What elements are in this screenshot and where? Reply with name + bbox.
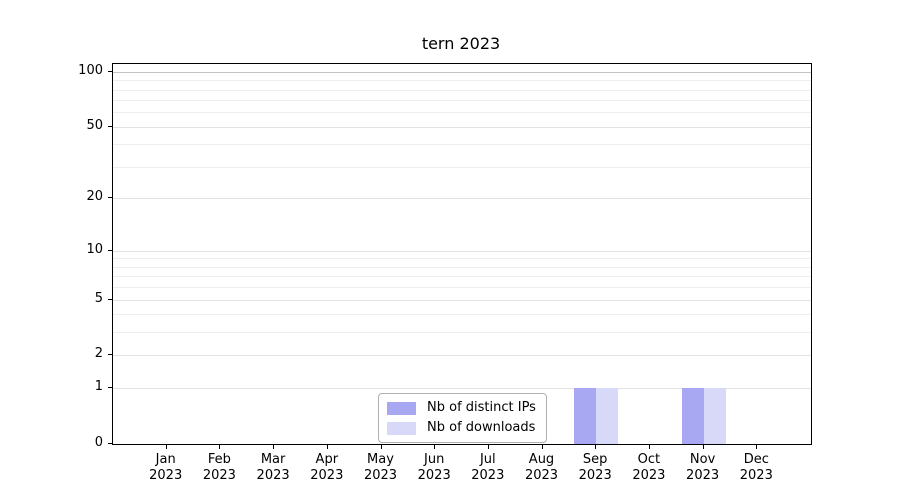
x-tick-year: 2023: [363, 468, 398, 483]
minor-gridline: [113, 276, 811, 278]
legend: Nb of distinct IPs Nb of downloads: [378, 393, 547, 443]
major-gridline: [113, 299, 811, 301]
x-tick-label: May 2023: [349, 452, 413, 484]
x-tick-mark: [219, 444, 221, 449]
x-tick-mark: [487, 444, 489, 449]
x-tick-year: 2023: [578, 468, 612, 483]
x-tick-month: Jun: [424, 452, 445, 467]
x-tick-month: Apr: [315, 452, 339, 467]
legend-swatch: [387, 421, 416, 435]
y-tick-mark: [108, 387, 113, 389]
x-tick-label: Mar 2023: [241, 452, 305, 484]
x-tick-label: Jul 2023: [456, 452, 520, 484]
y-tick-label: 100: [78, 62, 103, 78]
minor-gridline: [113, 314, 811, 316]
bar-downloads: [703, 388, 726, 444]
bar-distinct-ips: [574, 388, 597, 444]
minor-gridline: [113, 80, 811, 82]
minor-gridline: [113, 144, 811, 146]
major-gridline: [113, 250, 811, 252]
x-tick-year: 2023: [310, 468, 344, 483]
y-tick-label: 0: [94, 435, 103, 450]
x-tick-month: May: [367, 452, 394, 467]
minor-gridline: [113, 167, 811, 168]
x-tick-label: Feb 2023: [187, 452, 251, 484]
y-tick-label: 5: [94, 290, 103, 306]
minor-gridline: [113, 112, 811, 114]
y-tick-label: 20: [86, 189, 103, 205]
x-tick-mark: [756, 444, 758, 449]
x-tick-year: 2023: [417, 468, 451, 483]
x-tick-month: Feb: [207, 452, 231, 467]
y-tick-mark: [108, 354, 113, 356]
x-tick-month: Aug: [528, 452, 555, 467]
x-tick-month: Jul: [479, 452, 496, 467]
x-tick-label: Sep 2023: [563, 452, 627, 484]
x-tick-label: Aug 2023: [510, 452, 574, 484]
minor-gridline: [113, 89, 811, 91]
y-tick-mark: [108, 197, 113, 199]
major-gridline: [113, 71, 811, 73]
x-tick-year: 2023: [471, 468, 505, 483]
bar-downloads: [596, 388, 619, 444]
legend-row: Nb of downloads: [387, 420, 536, 436]
x-tick-year: 2023: [202, 468, 236, 483]
major-gridline: [113, 198, 811, 200]
plot-area: [112, 63, 812, 445]
major-gridline: [113, 388, 811, 390]
x-tick-month: Sep: [582, 452, 608, 467]
x-tick-year: 2023: [149, 468, 183, 483]
legend-swatch: [387, 401, 416, 415]
x-tick-month: Oct: [637, 452, 661, 467]
x-tick-label: Jun 2023: [402, 452, 466, 484]
major-gridline: [113, 126, 811, 128]
x-tick-year: 2023: [739, 468, 773, 483]
y-tick-label: 50: [86, 117, 103, 133]
x-tick-label: Dec 2023: [724, 452, 788, 484]
x-tick-mark: [380, 444, 382, 449]
x-tick-month: Nov: [689, 452, 716, 467]
chart-title: tern 2023: [421, 34, 501, 53]
x-tick-mark: [434, 444, 436, 449]
x-tick-label: Jan 2023: [134, 452, 198, 484]
major-gridline: [113, 355, 811, 357]
minor-gridline: [113, 258, 811, 260]
minor-gridline: [113, 266, 811, 268]
minor-gridline: [113, 287, 811, 288]
y-tick-label: 1: [94, 379, 103, 395]
minor-gridline: [113, 100, 811, 102]
y-tick-mark: [108, 249, 113, 251]
y-tick-label: 2: [94, 346, 103, 362]
x-tick-mark: [326, 444, 328, 449]
x-tick-mark: [165, 444, 167, 449]
x-tick-year: 2023: [686, 468, 720, 483]
minor-gridline: [113, 332, 811, 334]
y-tick-mark: [108, 443, 113, 444]
legend-label: Nb of downloads: [427, 420, 536, 435]
y-tick-mark: [108, 70, 113, 72]
x-tick-month: Jan: [155, 452, 176, 467]
y-tick-mark: [108, 298, 113, 300]
x-tick-year: 2023: [632, 468, 666, 483]
y-tick-mark: [108, 125, 113, 127]
legend-row: Nb of distinct IPs: [387, 400, 536, 416]
x-tick-year: 2023: [524, 468, 559, 483]
x-tick-mark: [273, 444, 275, 449]
x-tick-mark: [702, 444, 704, 449]
y-tick-label: 10: [86, 241, 103, 257]
bar-distinct-ips: [681, 388, 704, 444]
x-tick-label: Apr 2023: [295, 452, 359, 484]
x-tick-month: Mar: [260, 452, 286, 467]
x-tick-month: Dec: [743, 452, 769, 467]
x-tick-mark: [541, 444, 543, 449]
x-tick-label: Nov 2023: [671, 452, 735, 484]
x-tick-label: Oct 2023: [617, 452, 681, 484]
legend-label: Nb of distinct IPs: [427, 400, 536, 415]
x-tick-mark: [595, 444, 597, 449]
x-tick-year: 2023: [256, 468, 290, 483]
x-tick-mark: [648, 444, 650, 449]
